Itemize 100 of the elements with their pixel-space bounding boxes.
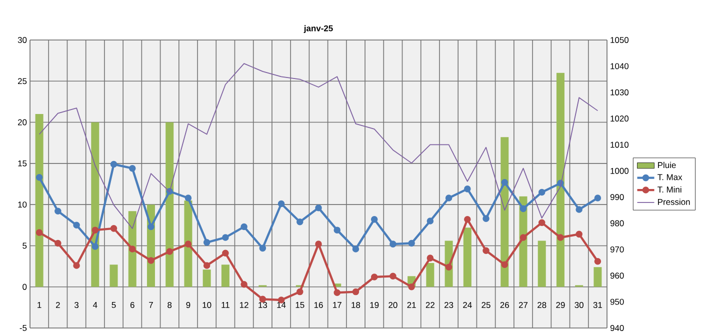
x-tick-label: 27 (518, 302, 528, 308)
legend-label: T. Max (658, 174, 682, 180)
point (482, 215, 490, 222)
point (315, 240, 322, 248)
x-tick-label: 12 (240, 302, 248, 308)
point (92, 243, 99, 250)
point (296, 288, 304, 296)
legend-label: T. Mini (658, 186, 682, 192)
point (128, 164, 136, 172)
point (594, 194, 602, 202)
point (240, 223, 248, 230)
x-tick-label: 6 (130, 302, 134, 308)
point (259, 244, 266, 252)
point (110, 225, 118, 232)
x-tick-label: 26 (500, 302, 509, 308)
x-tick-label: 16 (314, 302, 323, 308)
point (184, 240, 192, 248)
point (92, 226, 99, 234)
y-tick-label: 10 (18, 202, 27, 208)
point (426, 254, 434, 262)
point (240, 281, 248, 288)
x-tick-label: 25 (482, 302, 490, 308)
y2-tick-label: 1050 (610, 37, 629, 43)
y2-tick-label: 940 (610, 325, 624, 331)
y-tick-label: 30 (18, 37, 27, 43)
point (334, 226, 340, 234)
point (464, 216, 471, 223)
point (390, 240, 396, 248)
x-tick-label: 13 (258, 302, 268, 308)
line-series (38, 63, 598, 229)
point (520, 205, 527, 212)
bar (184, 200, 192, 287)
point (576, 206, 582, 213)
point (128, 246, 136, 252)
x-tick-label: 17 (333, 302, 342, 308)
bar (556, 72, 564, 287)
y2-tick-label: 960 (610, 272, 624, 279)
y-tick-label: 25 (18, 78, 27, 84)
point (148, 257, 154, 264)
x-tick-label: 10 (202, 302, 212, 308)
bar (538, 240, 546, 287)
y2-tick-label: 1000 (610, 168, 629, 174)
x-tick-label: 3 (74, 302, 79, 308)
point (538, 219, 546, 226)
y2-tick-label: 980 (610, 220, 624, 226)
point (54, 208, 62, 215)
y2-tick-label: 950 (610, 298, 624, 305)
point (184, 194, 192, 202)
x-tick-label: 28 (538, 302, 546, 308)
bar (426, 262, 434, 287)
point (370, 216, 378, 223)
point (278, 200, 285, 208)
x-tick-label: 8 (168, 302, 172, 308)
x-tick-label: 9 (186, 302, 190, 308)
y2-tick-label: 1010 (610, 142, 629, 148)
y-tick-label: 0 (22, 284, 27, 290)
bar (463, 228, 472, 287)
point (370, 274, 378, 280)
x-tick-label: 20 (388, 302, 398, 308)
point (222, 234, 229, 241)
y-tick-label: 15 (18, 160, 27, 166)
x-tick-label: 31 (593, 302, 602, 308)
legend-label: Pluie (658, 162, 676, 168)
point (166, 248, 173, 255)
legend-label: Pression (658, 198, 690, 205)
x-tick-label: 14 (277, 302, 286, 308)
point (464, 186, 471, 192)
point (352, 246, 360, 252)
point (315, 204, 322, 212)
point (482, 247, 490, 254)
x-tick-label: 2 (56, 302, 60, 308)
chart-title: janv-25 (304, 25, 333, 33)
x-tick-label: 29 (556, 302, 565, 308)
point (203, 239, 210, 246)
x-tick-label: 30 (574, 302, 584, 308)
x-tick-label: 21 (407, 302, 416, 308)
x-tick-label: 5 (112, 302, 116, 308)
x-tick-label: 7 (149, 302, 153, 308)
y2-tick-label: 990 (610, 194, 624, 200)
x-tick-label: 18 (352, 302, 360, 308)
y-tick-label: 20 (18, 119, 27, 126)
bar (221, 264, 230, 287)
x-tick-label: 1 (38, 302, 42, 308)
point (538, 188, 546, 196)
point (520, 234, 527, 241)
x-tick-label: 22 (426, 302, 434, 308)
point (352, 288, 360, 296)
bar (594, 267, 602, 287)
point (426, 218, 434, 224)
point (203, 262, 210, 269)
y2-tick-label: 970 (610, 246, 624, 252)
bar (202, 270, 211, 287)
point (408, 283, 415, 290)
point (73, 262, 80, 269)
x-tick-label: 23 (444, 302, 454, 308)
point (54, 240, 62, 247)
point (576, 230, 582, 238)
x-tick-label: 15 (296, 302, 304, 308)
point (445, 194, 452, 202)
point (148, 223, 154, 230)
